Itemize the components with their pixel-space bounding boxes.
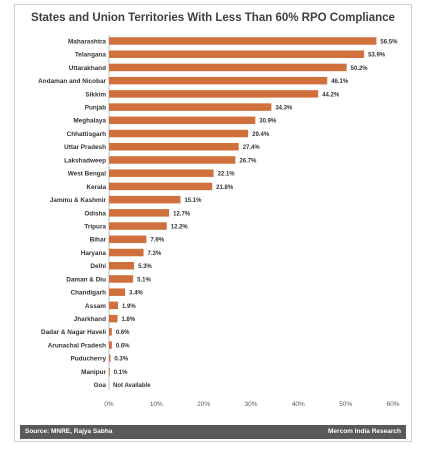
bar — [109, 288, 126, 296]
category-label: Arunachal Pradesh — [48, 342, 106, 349]
credit-note: Mercom India Research — [328, 428, 401, 435]
x-tick-label: 40% — [292, 401, 305, 408]
data-label: 26.7% — [239, 158, 257, 164]
category-label: Tripura — [84, 223, 106, 230]
x-tick-label: 0% — [104, 401, 114, 408]
source-note: Source: MNRE, Rajya Sabha — [25, 428, 113, 435]
data-label: 29.4% — [252, 132, 270, 138]
bar — [109, 103, 272, 111]
bar — [109, 37, 377, 45]
x-tick-label: 20% — [197, 401, 210, 408]
data-label: 46.1% — [331, 79, 349, 85]
bar — [109, 222, 167, 230]
bar — [109, 328, 112, 336]
category-label: Punjab — [85, 105, 106, 112]
data-label: 7.3% — [148, 251, 162, 257]
category-label: Uttarakhand — [69, 65, 106, 72]
data-label: 12.2% — [171, 224, 189, 230]
category-label: Bihar — [90, 237, 107, 244]
data-label: 7.9% — [150, 238, 164, 244]
category-label: Jammu & Kashmir — [50, 197, 107, 204]
data-label: 0.6% — [116, 343, 130, 349]
bar — [109, 195, 181, 204]
data-label: 0.1% — [114, 370, 128, 376]
data-label: 56.5% — [380, 39, 398, 45]
x-tick-label: 30% — [244, 401, 257, 408]
category-label: Jharkhand — [74, 316, 106, 323]
category-label: West Bengal — [68, 171, 106, 178]
category-label: Daman & Diu — [66, 276, 106, 283]
data-label: Not Available — [113, 383, 151, 389]
data-label: 1.9% — [122, 304, 136, 310]
bar — [109, 50, 365, 58]
bar — [109, 341, 112, 349]
bar — [109, 367, 110, 376]
x-tick-label: 60% — [386, 401, 399, 408]
data-label: 27.4% — [243, 145, 261, 151]
bar — [109, 76, 328, 85]
category-label: Maharashtra — [68, 38, 106, 45]
bar — [109, 354, 111, 363]
bar — [109, 314, 118, 323]
data-label: 21.8% — [216, 185, 234, 191]
category-label: Haryana — [81, 250, 107, 257]
category-label: Uttar Pradesh — [64, 144, 106, 151]
bar — [109, 301, 118, 310]
data-label: 53.9% — [368, 53, 386, 59]
data-label: 5.3% — [138, 264, 152, 270]
category-label: Chandigarh — [70, 290, 106, 297]
bar — [109, 116, 256, 125]
category-label: Telangana — [75, 52, 107, 59]
bar — [109, 129, 249, 138]
category-label: Meghalaya — [73, 118, 106, 125]
data-label: 3.4% — [129, 291, 143, 297]
category-label: Kerala — [86, 184, 106, 191]
category-label: Assam — [85, 303, 106, 310]
category-label: Lakshadweep — [64, 157, 106, 164]
bar — [109, 248, 144, 257]
data-label: 0.6% — [116, 330, 130, 336]
data-label: 12.7% — [173, 211, 191, 217]
bar — [109, 261, 135, 270]
data-label: 34.3% — [275, 106, 293, 112]
bar — [109, 143, 239, 151]
bar — [109, 275, 134, 283]
category-label: Manipur — [81, 369, 106, 376]
category-label: Delhi — [90, 263, 106, 270]
data-label: 5.1% — [137, 277, 151, 283]
data-label: 0.3% — [114, 357, 128, 363]
bar — [109, 156, 236, 164]
category-label: Chhattisgarh — [67, 131, 107, 138]
bar — [109, 182, 213, 191]
data-label: 44.2% — [322, 92, 340, 98]
category-label: Goa — [94, 382, 107, 389]
bar — [109, 209, 170, 217]
x-tick-label: 10% — [150, 401, 163, 408]
bar — [109, 90, 319, 98]
category-label: Dadar & Nagar Haveli — [41, 329, 106, 336]
data-label: 30.9% — [259, 119, 277, 125]
chart-title: States and Union Territories With Less T… — [31, 12, 395, 24]
data-label: 15.1% — [184, 198, 202, 204]
x-tick-label: 50% — [339, 401, 352, 408]
data-label: 50.2% — [351, 66, 369, 72]
category-label: Puducherry — [70, 356, 106, 363]
data-label: 22.1% — [218, 172, 236, 178]
category-label: Odisha — [84, 210, 106, 217]
bar — [109, 235, 147, 244]
footer-bar: Source: MNRE, Rajya Sabha Mercom India R… — [20, 425, 406, 439]
category-label: Sikkim — [85, 91, 106, 98]
data-label: 1.8% — [122, 317, 136, 323]
category-label: Andaman and Nicobar — [38, 78, 106, 85]
bar — [109, 63, 347, 72]
bar — [109, 169, 214, 177]
